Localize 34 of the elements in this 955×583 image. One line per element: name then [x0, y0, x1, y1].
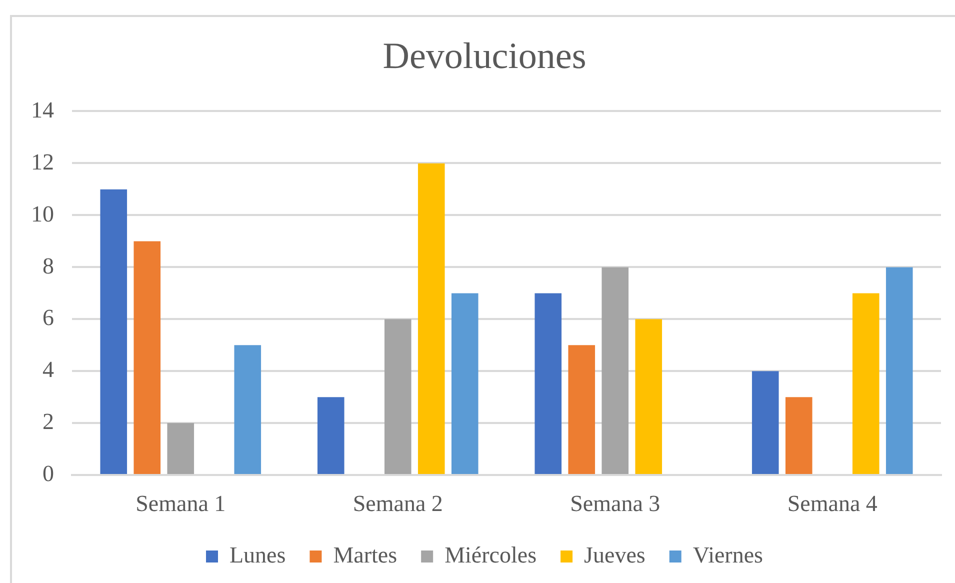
x-tick-label: Semana 2: [352, 490, 443, 516]
bar: [451, 293, 478, 474]
y-tick-label: 12: [31, 149, 54, 174]
bar: [234, 345, 262, 474]
bar: [635, 319, 662, 474]
bar: [886, 267, 913, 474]
y-tick-label: 6: [42, 305, 54, 330]
bar: [167, 423, 194, 474]
bar: [384, 319, 412, 474]
bar: [602, 267, 629, 474]
x-tick-label: Semana 1: [136, 490, 226, 516]
bar: [418, 163, 445, 474]
bar: [852, 293, 880, 474]
chart-title: Devoluciones: [382, 36, 586, 77]
bar: [785, 397, 812, 474]
y-tick-label: 2: [42, 409, 54, 434]
legend-label: Miércoles: [444, 542, 537, 568]
legend-label: Viernes: [692, 542, 764, 568]
legend-label: Lunes: [229, 542, 286, 568]
legend-label: Jueves: [584, 542, 646, 568]
y-tick-label: 0: [42, 461, 54, 486]
y-tick-label: 14: [31, 97, 54, 122]
legend-label: Martes: [333, 542, 398, 568]
x-tick-label: Semana 3: [570, 490, 660, 516]
y-tick-label: 10: [31, 201, 54, 226]
y-tick-label: 4: [42, 357, 54, 382]
bar: [534, 293, 562, 474]
y-tick-label: 8: [42, 253, 54, 278]
bar: [134, 241, 161, 474]
bar: [100, 189, 128, 474]
bar: [317, 397, 344, 474]
bar: [752, 371, 779, 474]
x-tick-label: Semana 4: [787, 490, 878, 516]
bar: [568, 345, 596, 474]
